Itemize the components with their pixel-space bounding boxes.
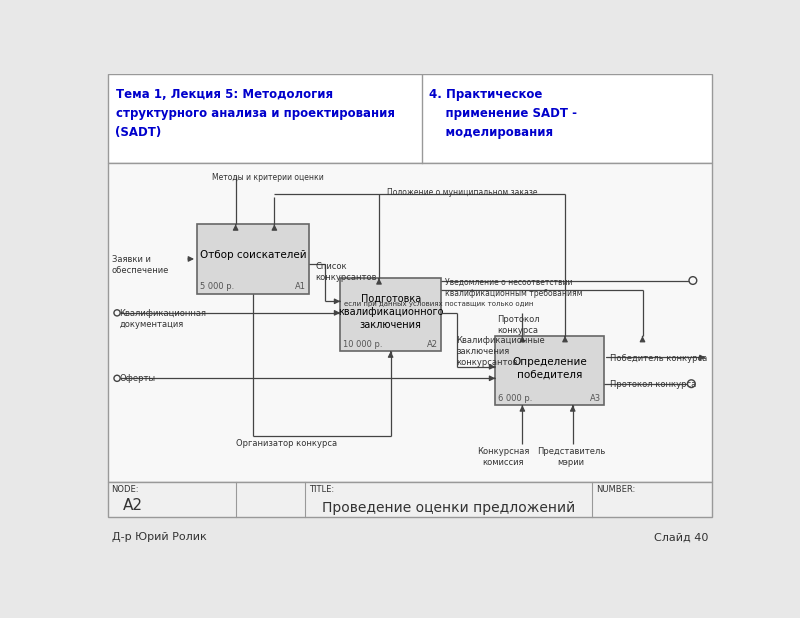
Text: Представитель
мэрии: Представитель мэрии xyxy=(537,447,606,467)
Text: A3: A3 xyxy=(590,394,601,403)
Text: Уведомление о несоответствии
квалификационным требованиям: Уведомление о несоответствии квалификаци… xyxy=(445,278,582,298)
Text: Организатор конкурса: Организатор конкурса xyxy=(236,439,337,448)
Text: 5 000 р.: 5 000 р. xyxy=(200,282,234,291)
Text: A1: A1 xyxy=(295,282,306,291)
Text: Проведение оценки предложений: Проведение оценки предложений xyxy=(322,501,575,515)
Text: Протокол конкурса: Протокол конкурса xyxy=(610,380,696,389)
Text: Квалификационные
заключения
конкурсантов: Квалификационные заключения конкурсантов xyxy=(457,336,546,367)
Text: Положение о муниципальном заказе: Положение о муниципальном заказе xyxy=(386,188,538,197)
Text: TITLE:: TITLE: xyxy=(310,485,334,494)
Text: Методы и критерии оценки: Методы и критерии оценки xyxy=(212,172,324,182)
Text: Квалификационная
документация: Квалификационная документация xyxy=(119,309,206,329)
Text: 6 000 р.: 6 000 р. xyxy=(498,394,533,403)
Bar xyxy=(108,163,712,482)
Text: Отбор соискателей: Отбор соискателей xyxy=(200,250,306,260)
Text: Конкурсная
комиссия: Конкурсная комиссия xyxy=(477,447,529,467)
Text: Победитель конкурса: Победитель конкурса xyxy=(610,353,707,363)
Text: Д-р Юрий Ролик: Д-р Юрий Ролик xyxy=(112,532,206,543)
Bar xyxy=(340,278,441,352)
Text: A2: A2 xyxy=(123,497,143,513)
Text: Слайд 40: Слайд 40 xyxy=(654,532,708,543)
Bar xyxy=(495,336,604,405)
Text: A2: A2 xyxy=(427,340,438,349)
Text: Заявки и
обеспечение: Заявки и обеспечение xyxy=(112,255,169,275)
Text: Определение
победителя: Определение победителя xyxy=(512,357,587,380)
Text: Список
конкурсантов: Список конкурсантов xyxy=(315,262,377,282)
Text: 4. Практическое
    применение SADT -
    моделирования: 4. Практическое применение SADT - модели… xyxy=(430,88,578,139)
Text: Протокол
конкурса: Протокол конкурса xyxy=(497,315,539,336)
Text: NUMBER:: NUMBER: xyxy=(596,485,635,494)
Text: Тема 1, Лекция 5: Методология
структурного анализа и проектирования
(SADT): Тема 1, Лекция 5: Методология структурно… xyxy=(115,88,394,139)
Text: если при данных условиях поставщик только один: если при данных условиях поставщик тольк… xyxy=(344,302,534,307)
Text: NODE:: NODE: xyxy=(112,485,139,494)
Bar xyxy=(197,224,310,294)
Text: Оферты: Оферты xyxy=(119,375,155,383)
Bar xyxy=(108,482,712,517)
Bar xyxy=(108,74,712,163)
Text: Подготовка
квалификационного
заключения: Подготовка квалификационного заключения xyxy=(338,294,443,330)
Text: 10 000 р.: 10 000 р. xyxy=(343,340,383,349)
